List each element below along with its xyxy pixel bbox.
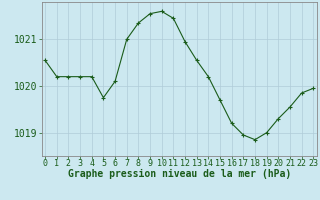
X-axis label: Graphe pression niveau de la mer (hPa): Graphe pression niveau de la mer (hPa) (68, 169, 291, 179)
